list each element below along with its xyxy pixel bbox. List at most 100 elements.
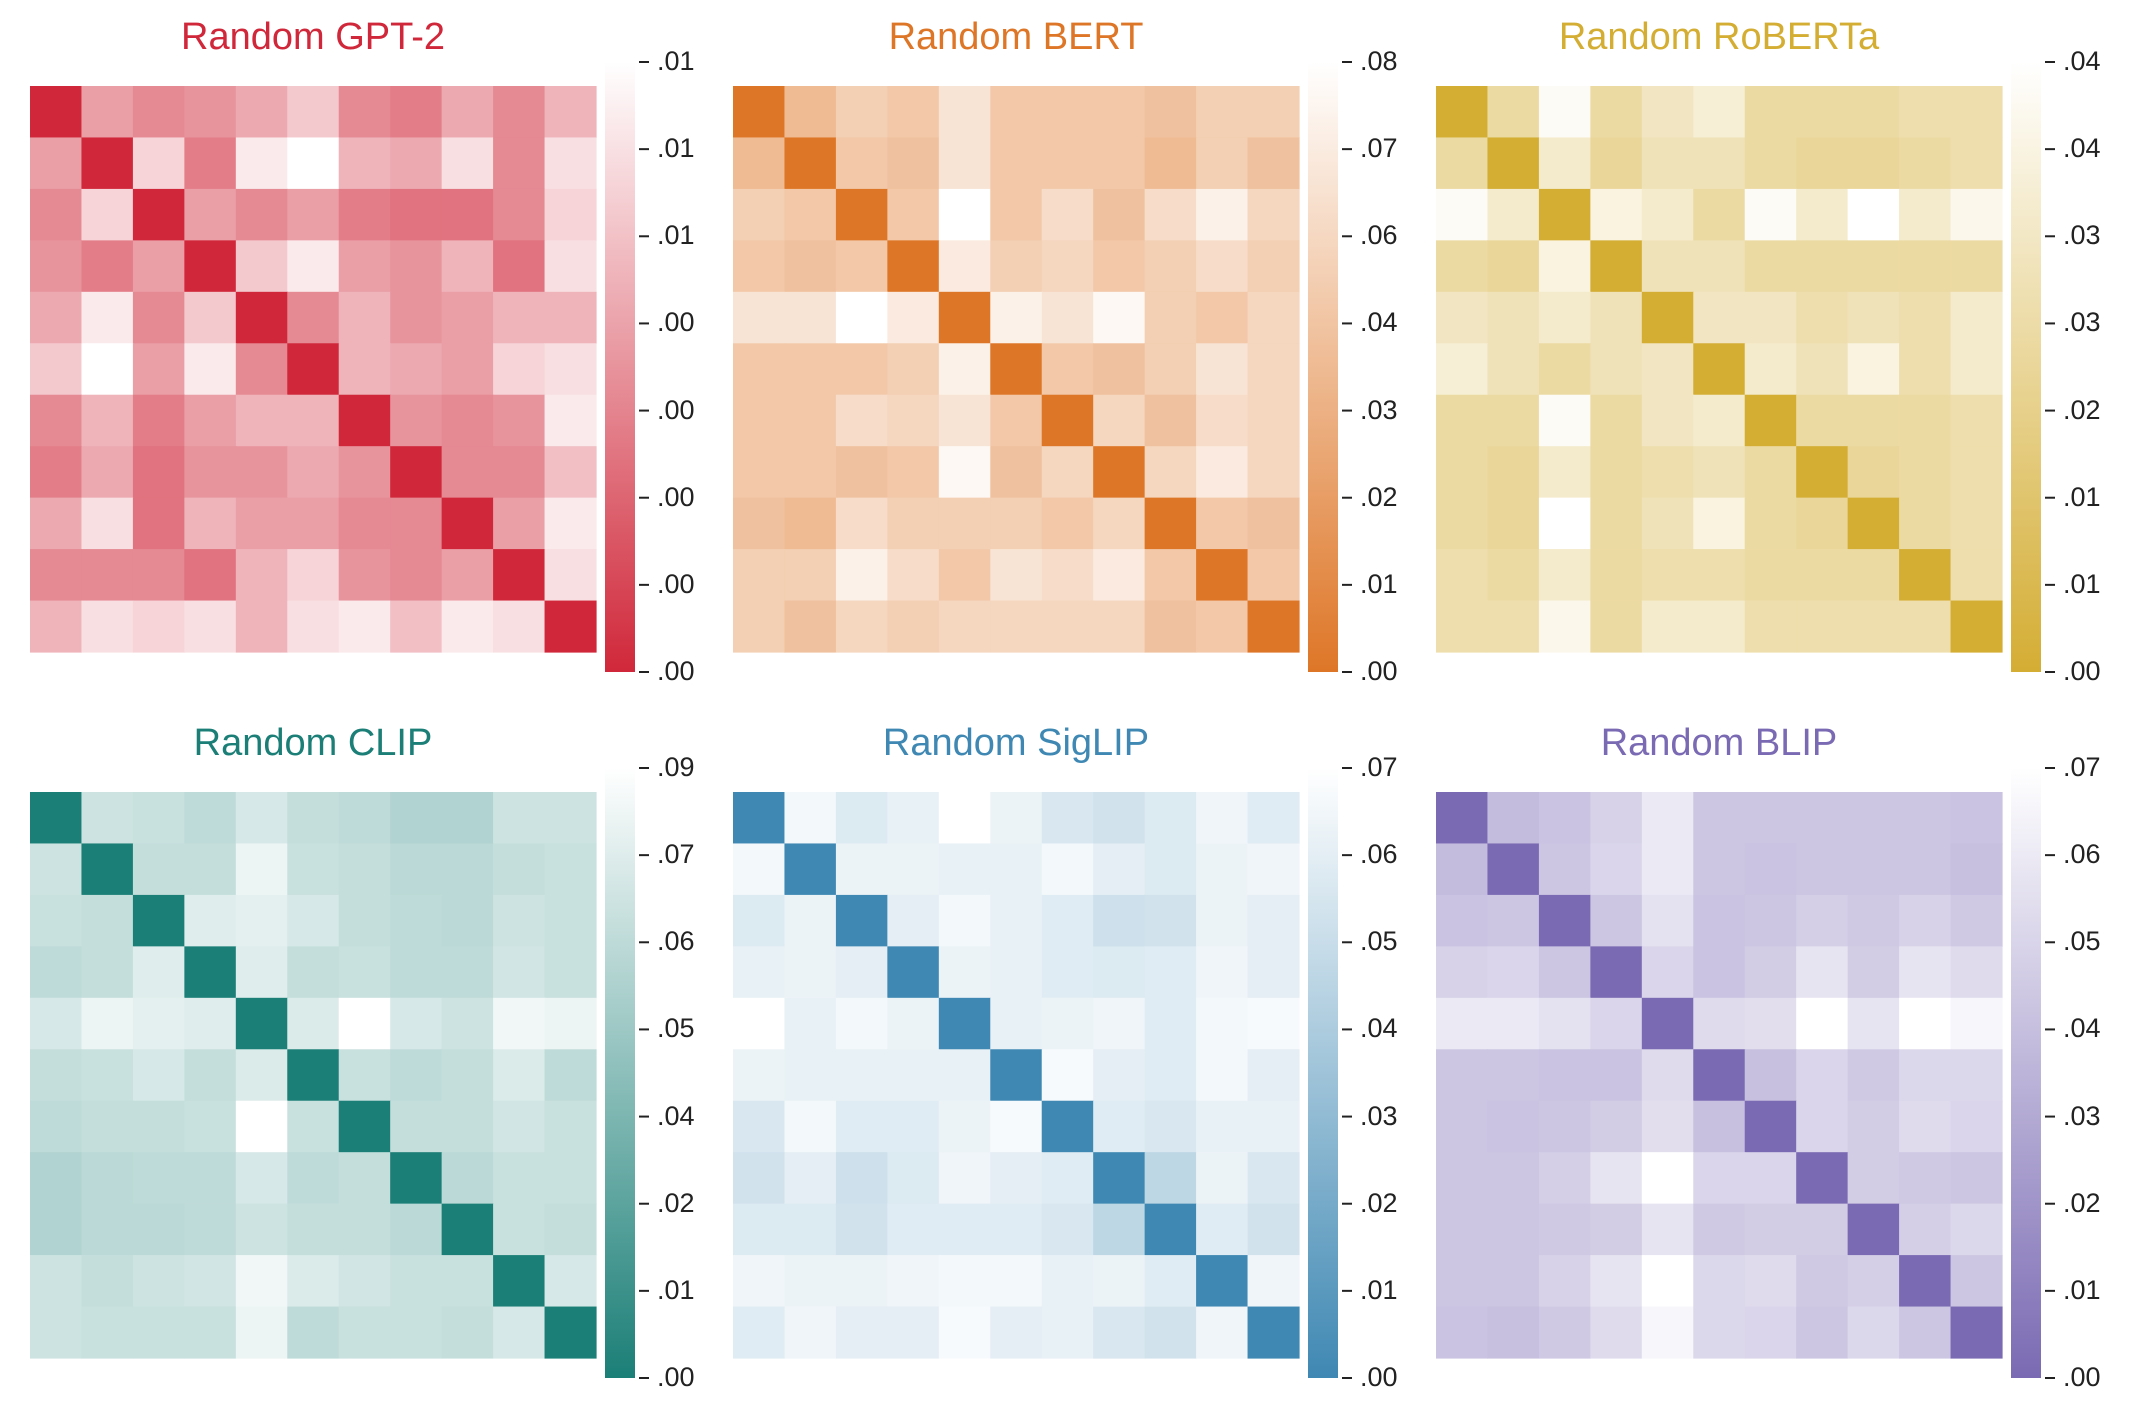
heatmap-cell: [1796, 343, 1849, 396]
heatmap-cell: [1899, 1203, 1952, 1256]
heatmap-cell: [784, 600, 837, 653]
heatmap-cell: [338, 843, 391, 896]
heatmap-cell: [30, 843, 83, 896]
heatmap-cell: [287, 497, 340, 550]
heatmap-cell: [132, 343, 185, 396]
heatmap-cell: [938, 997, 991, 1050]
heatmap-cell: [81, 291, 134, 344]
heatmap-cell: [1693, 497, 1746, 550]
heatmap-cell: [1590, 188, 1643, 241]
heatmap-5: [1436, 792, 2003, 1359]
heatmap-cell: [784, 1203, 837, 1256]
heatmap-cell: [81, 894, 134, 947]
heatmap-cell: [938, 446, 991, 499]
heatmap-cell: [784, 188, 837, 241]
heatmap-cell: [493, 946, 546, 999]
heatmap-cell: [81, 997, 134, 1050]
heatmap-cell: [1899, 1152, 1952, 1205]
heatmap-cell: [1641, 1100, 1694, 1153]
heatmap-cell: [30, 1255, 83, 1308]
heatmap-cell: [1641, 1049, 1694, 1102]
colorbar-tick-label: .02: [657, 1187, 695, 1218]
heatmap-cell: [990, 446, 1043, 499]
heatmap-cell: [493, 343, 546, 396]
heatmap-cell: [184, 549, 237, 602]
heatmap-cell: [990, 188, 1043, 241]
heatmap-cell: [1436, 1306, 1489, 1359]
heatmap-cell: [1744, 1255, 1797, 1308]
heatmap-cell: [1538, 549, 1591, 602]
heatmap-cell: [1641, 1203, 1694, 1256]
heatmap-cell: [1899, 1306, 1952, 1359]
heatmap-cell: [1693, 1306, 1746, 1359]
heatmap-cell: [30, 137, 83, 190]
heatmap-cell: [1693, 549, 1746, 602]
heatmap-cell: [1093, 446, 1146, 499]
heatmap-cell: [1196, 946, 1249, 999]
heatmap-cell: [1950, 1255, 2003, 1308]
heatmap-cell: [493, 1255, 546, 1308]
heatmap-cell: [938, 86, 991, 139]
heatmap-cell: [1487, 1049, 1540, 1102]
heatmap-cell: [493, 497, 546, 550]
heatmap-cell: [235, 394, 288, 447]
heatmap-cell: [990, 1306, 1043, 1359]
heatmap-cell: [287, 1100, 340, 1153]
heatmap-cell: [390, 137, 443, 190]
heatmap-cell: [1693, 843, 1746, 896]
heatmap-cell: [81, 394, 134, 447]
heatmap-cell: [132, 843, 185, 896]
heatmap-cell: [1796, 86, 1849, 139]
heatmap-cell: [235, 137, 288, 190]
heatmap-cell: [1247, 1100, 1300, 1153]
heatmap-cell: [1041, 843, 1094, 896]
heatmap-cell: [1247, 549, 1300, 602]
heatmap-cell: [1744, 497, 1797, 550]
heatmap-cell: [1144, 894, 1197, 947]
heatmap-cell: [132, 549, 185, 602]
heatmap-cell: [990, 497, 1043, 550]
heatmap-cell: [184, 188, 237, 241]
heatmap-cell: [132, 137, 185, 190]
heatmap-cell: [235, 997, 288, 1050]
heatmap-cell: [887, 343, 940, 396]
heatmap-cell: [1744, 343, 1797, 396]
heatmap-cell: [1847, 997, 1900, 1050]
heatmap-cell: [835, 792, 888, 845]
heatmap-cell: [1796, 549, 1849, 602]
heatmap-cell: [887, 894, 940, 947]
heatmap-cell: [1899, 1255, 1952, 1308]
heatmap-cell: [1796, 291, 1849, 344]
heatmap-cell: [441, 446, 494, 499]
heatmap-cell: [544, 792, 597, 845]
heatmap-cell: [1693, 137, 1746, 190]
heatmap-cell: [1436, 446, 1489, 499]
heatmap-cell: [493, 394, 546, 447]
heatmap-cell: [235, 600, 288, 653]
heatmap-cell: [30, 792, 83, 845]
heatmap-cell: [1693, 86, 1746, 139]
heatmap-cell: [1847, 1049, 1900, 1102]
heatmap-cell: [784, 291, 837, 344]
heatmap-cell: [441, 291, 494, 344]
heatmap-cell: [733, 946, 786, 999]
heatmap-cell: [938, 1049, 991, 1102]
heatmap-cell: [784, 446, 837, 499]
heatmap-cell: [887, 1049, 940, 1102]
heatmap-cell: [887, 1255, 940, 1308]
heatmap-cell: [1847, 86, 1900, 139]
heatmap-cell: [1093, 1255, 1146, 1308]
heatmap-cell: [1796, 997, 1849, 1050]
colorbar-tick-label: .05: [1360, 926, 1398, 957]
heatmap-cell: [81, 600, 134, 653]
heatmap-cell: [1950, 1152, 2003, 1205]
heatmap-cell: [1693, 188, 1746, 241]
heatmap-cell: [1093, 843, 1146, 896]
heatmap-cell: [1093, 1152, 1146, 1205]
heatmap-cell: [390, 600, 443, 653]
colorbar-tick-label: .03: [2063, 307, 2101, 338]
heatmap-cell: [1144, 1049, 1197, 1102]
heatmap-cell: [990, 291, 1043, 344]
heatmap-cell: [184, 792, 237, 845]
heatmap-cell: [990, 792, 1043, 845]
